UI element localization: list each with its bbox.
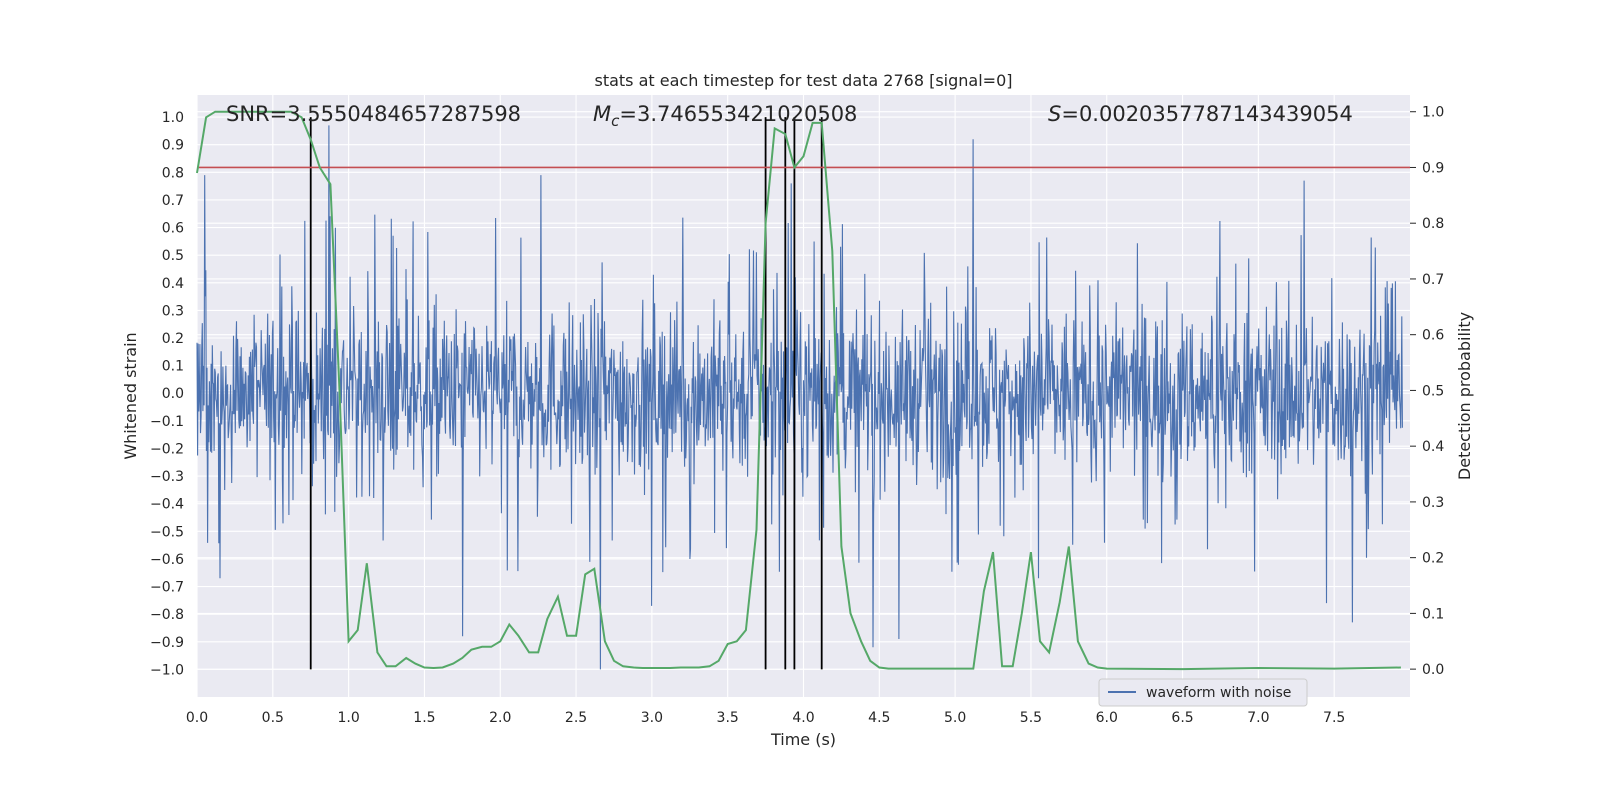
y-left-tick-label: 0.2 — [162, 331, 184, 347]
y-left-tick-label: 0.8 — [162, 165, 184, 181]
vertical-markers — [309, 117, 823, 670]
y-right-tick-label: 1.0 — [1422, 105, 1444, 121]
y-left-tick-label: −0.2 — [150, 441, 184, 457]
y-left-tick-label: 0.7 — [162, 193, 184, 209]
y-left-tick-label: −0.5 — [150, 524, 184, 540]
y-right-ticks: 0.0 0.1 0.2 0.3 0.4 0.5 0.6 0.7 0.8 0.9 1.0 — [1410, 105, 1444, 678]
y-left-tick-label: 1.0 — [162, 110, 184, 126]
y-left-tick-label: −0.7 — [150, 580, 184, 596]
y-left-axis-label: Whitened strain — [121, 332, 140, 459]
probability-line — [196, 110, 1401, 671]
y-left-tick-label: 0.5 — [162, 248, 184, 264]
y-left-tick-label: 0.4 — [162, 276, 184, 292]
waveform-series — [196, 125, 1403, 670]
y-left-tick-label: −0.3 — [150, 469, 184, 485]
y-left-tick-label: −0.9 — [150, 635, 184, 651]
y-left-tick-label: −0.6 — [150, 552, 184, 568]
s-annotation: S=0.0020357787143439054 — [1048, 102, 1353, 126]
x-tick-label: 1.0 — [337, 710, 359, 726]
x-tick-label: 5.5 — [1020, 710, 1042, 726]
y-left-tick-label: −0.8 — [150, 607, 184, 623]
y-right-tick-label: 0.3 — [1422, 495, 1444, 511]
y-left-tick-label: 0.9 — [162, 138, 184, 154]
y-left-tick-label: 0.1 — [162, 359, 184, 375]
x-tick-label: 2.5 — [565, 710, 587, 726]
y-right-tick-label: 0.2 — [1422, 551, 1444, 567]
y-right-tick-label: 0.7 — [1422, 272, 1444, 288]
y-left-tick-label: 0.6 — [162, 221, 184, 237]
x-tick-label: 1.5 — [413, 710, 435, 726]
probability-series — [196, 110, 1401, 671]
x-ticks: 0.0 0.5 1.0 1.5 2.0 2.5 3.0 3.5 4.0 4.5 5.0 5.5 6.0 6… — [186, 710, 1345, 726]
y-left-tick-label: −1.0 — [150, 662, 184, 678]
chart-title: stats at each timestep for test data 276… — [594, 71, 1012, 90]
x-tick-label: 2.0 — [489, 710, 511, 726]
y-right-tick-label: 0.4 — [1422, 439, 1444, 455]
y-left-ticks: −1.0 −0.9 −0.8 −0.7 −0.6 −0.5 −0.4 −0.3 −0.2 −0.1… — [150, 110, 184, 678]
s-value: =0.0020357787143439054 — [1061, 102, 1353, 126]
legend: waveform with noise — [1098, 678, 1308, 707]
x-tick-label: 6.0 — [1096, 710, 1118, 726]
x-tick-label: 7.5 — [1323, 710, 1345, 726]
y-left-tick-label: −0.1 — [150, 414, 184, 430]
mc-subscript: c — [611, 112, 620, 130]
y-right-tick-label: 0.6 — [1422, 328, 1444, 344]
waveform-line — [196, 125, 1403, 670]
x-tick-label: 3.0 — [641, 710, 663, 726]
y-left-tick-label: −0.4 — [150, 497, 184, 513]
mc-symbol: M — [593, 102, 611, 126]
y-right-tick-label: 0.0 — [1422, 662, 1444, 678]
x-tick-label: 0.0 — [186, 710, 208, 726]
mc-value: =3.746553421020508 — [619, 102, 857, 126]
y-right-tick-label: 0.9 — [1422, 160, 1444, 176]
y-right-tick-label: 0.5 — [1422, 383, 1444, 399]
snr-annotation: SNR=3.5550484657287598 — [226, 102, 521, 126]
y-left-tick-label: 0.3 — [162, 303, 184, 319]
x-tick-label: 0.5 — [262, 710, 284, 726]
legend-box — [1098, 678, 1308, 707]
x-tick-label: 4.5 — [868, 710, 890, 726]
x-tick-label: 5.0 — [944, 710, 966, 726]
x-axis-label: Time (s) — [770, 730, 836, 749]
y-right-tick-label: 0.8 — [1422, 216, 1444, 232]
x-tick-label: 7.0 — [1247, 710, 1269, 726]
mc-annotation: Mc=3.746553421020508 — [593, 102, 857, 130]
x-tick-label: 4.0 — [792, 710, 814, 726]
y-right-tick-label: 0.1 — [1422, 606, 1444, 622]
s-symbol: S — [1048, 102, 1061, 126]
legend-label: waveform with noise — [1146, 685, 1291, 701]
y-right-axis-label: Detection probability — [1455, 312, 1474, 480]
y-left-tick-label: 0.0 — [162, 386, 184, 402]
x-tick-label: 6.5 — [1171, 710, 1193, 726]
x-tick-label: 3.5 — [717, 710, 739, 726]
